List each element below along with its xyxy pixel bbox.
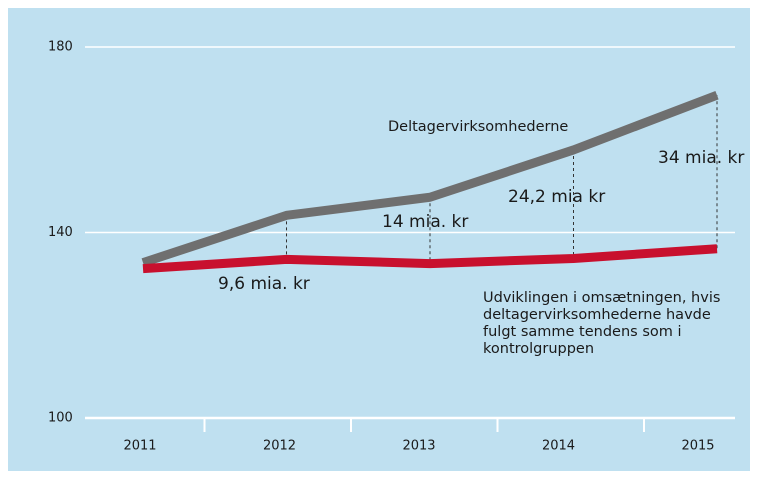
x-tick-label: 2015 (681, 439, 714, 454)
chart-background (8, 8, 750, 471)
y-tick-label: 180 (48, 40, 73, 55)
x-tick-label: 2012 (263, 439, 296, 454)
x-tick-label: 2011 (123, 439, 156, 454)
annotation: 34 mia. kr (658, 148, 744, 168)
y-tick-label: 100 (48, 411, 73, 426)
series-line (142, 244, 718, 274)
series-label: Deltagervirksomhederne (388, 119, 568, 135)
y-tick-label: 140 (48, 225, 73, 240)
annotation: 24,2 mia kr (508, 187, 605, 207)
x-tick-label: 2013 (402, 439, 435, 454)
series-line (141, 91, 719, 267)
annotation: 14 mia. kr (382, 212, 468, 232)
annotation: 9,6 mia. kr (218, 274, 310, 294)
series-label: Udviklingen i omsætningen, hvis deltager… (483, 290, 721, 357)
x-tick-label: 2014 (542, 439, 575, 454)
